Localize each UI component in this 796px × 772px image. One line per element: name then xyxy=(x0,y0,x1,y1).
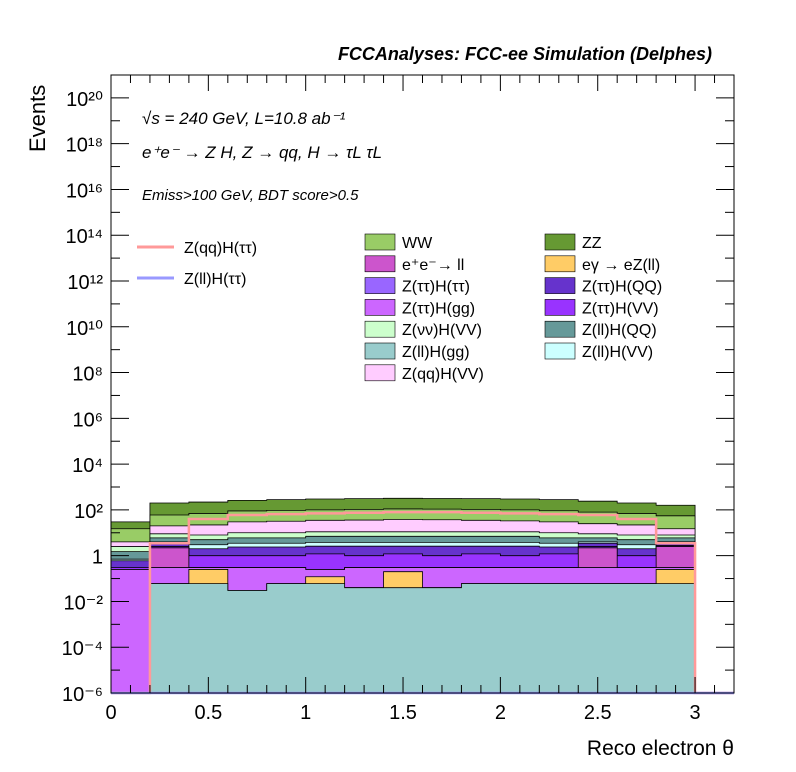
legend-box-swatch xyxy=(364,277,396,294)
y-tick-label: 10¹⁰ xyxy=(66,318,103,340)
y-tick-label: 1 xyxy=(92,547,103,569)
legend: Z(qq)H(ττ) Z(ll)H(ττ) WW ZZ e⁺e⁻→ ll eγ → eZ(… xyxy=(137,233,662,383)
legend-box-swatch xyxy=(544,255,576,273)
y-tick-label: 10⁸ xyxy=(72,364,103,386)
x-axis-title: Reco electron θ xyxy=(587,737,734,760)
legend-line-label: Z(ll)H(ττ) xyxy=(184,271,246,288)
legend-box-label: Z(qq)H(VV) xyxy=(402,366,484,383)
legend-box-label: WW xyxy=(402,235,433,252)
selection-label: Emiss>100 GeV, BDT score>0.5 xyxy=(142,187,359,204)
y-tick-label: 10⁻² xyxy=(64,592,104,614)
x-tick-label: 0 xyxy=(105,702,116,724)
legend-box-label: Z(ll)H(gg) xyxy=(402,344,470,361)
overlay-line-0 xyxy=(111,510,734,695)
legend-box-swatch xyxy=(364,299,396,316)
y-tick-label: 10² xyxy=(74,501,103,523)
legend-box-swatch xyxy=(364,233,396,251)
y-axis-title: Events xyxy=(25,85,50,152)
stack-0 xyxy=(111,583,734,694)
x-tick-label: 2.5 xyxy=(584,702,612,724)
y-tick-label: 10¹⁴ xyxy=(66,226,104,248)
process-label: e⁺e⁻ → Z H, Z → qq, H → τL τL xyxy=(142,143,382,162)
legend-box-label: e⁺e⁻→ ll xyxy=(402,257,464,274)
legend-box-swatch xyxy=(544,342,576,360)
x-tick-label: 0.5 xyxy=(194,702,222,724)
experiment-header: FCCAnalyses: FCC-ee Simulation (Delphes) xyxy=(338,44,712,64)
x-tick-label: 1.5 xyxy=(389,702,417,724)
y-tick-label: 10¹⁸ xyxy=(66,135,103,157)
y-tick-label: 10⁻⁴ xyxy=(62,638,103,660)
legend-line-label: Z(qq)H(ττ) xyxy=(184,240,257,257)
legend-box-swatch xyxy=(364,364,396,382)
energy-lumi-label: √s = 240 GeV, L=10.8 ab⁻¹ xyxy=(142,109,346,128)
legend-box-swatch xyxy=(364,255,396,273)
legend-box-label: Z(ττ)H(ττ) xyxy=(402,279,470,296)
legend-box-label: eγ → eZ(ll) xyxy=(582,257,660,274)
legend-box-swatch xyxy=(544,233,576,251)
y-tick-label: 10¹² xyxy=(67,272,103,294)
legend-box-label: Z(ττ)H(QQ) xyxy=(582,279,662,296)
x-tick-label: 3 xyxy=(690,702,701,724)
legend-box-label: ZZ xyxy=(582,235,602,252)
y-tick-label: 10⁶ xyxy=(73,409,103,431)
legend-box-swatch xyxy=(544,320,576,338)
legend-box-label: Z(ll)H(VV) xyxy=(582,344,653,361)
y-tick-label: 10²⁰ xyxy=(66,89,103,111)
x-tick-label: 2 xyxy=(495,702,506,724)
x-tick-label: 1 xyxy=(300,702,311,724)
legend-box-swatch xyxy=(364,342,396,360)
axes: 0 0.5 1 1.5 2 2.5 3 10⁻⁶ 10⁻⁴ 10⁻² 1 10² 10⁴ 10⁶ 10⁸ 10… xyxy=(62,74,735,724)
y-tick-label: 10⁻⁶ xyxy=(62,684,103,706)
y-tick-label: 10¹⁶ xyxy=(66,180,103,202)
legend-box-label: Z(ττ)H(gg) xyxy=(402,300,475,317)
legend-box-swatch xyxy=(364,320,396,338)
legend-box-swatch xyxy=(544,277,576,294)
plot-area xyxy=(110,497,734,695)
y-tick-label: 10⁴ xyxy=(72,455,103,477)
legend-box-label: Z(νν)H(VV) xyxy=(402,322,482,339)
legend-box-swatch xyxy=(544,299,576,316)
legend-box-label: Z(ττ)H(VV) xyxy=(582,300,659,317)
legend-box-label: Z(ll)H(QQ) xyxy=(582,322,657,339)
